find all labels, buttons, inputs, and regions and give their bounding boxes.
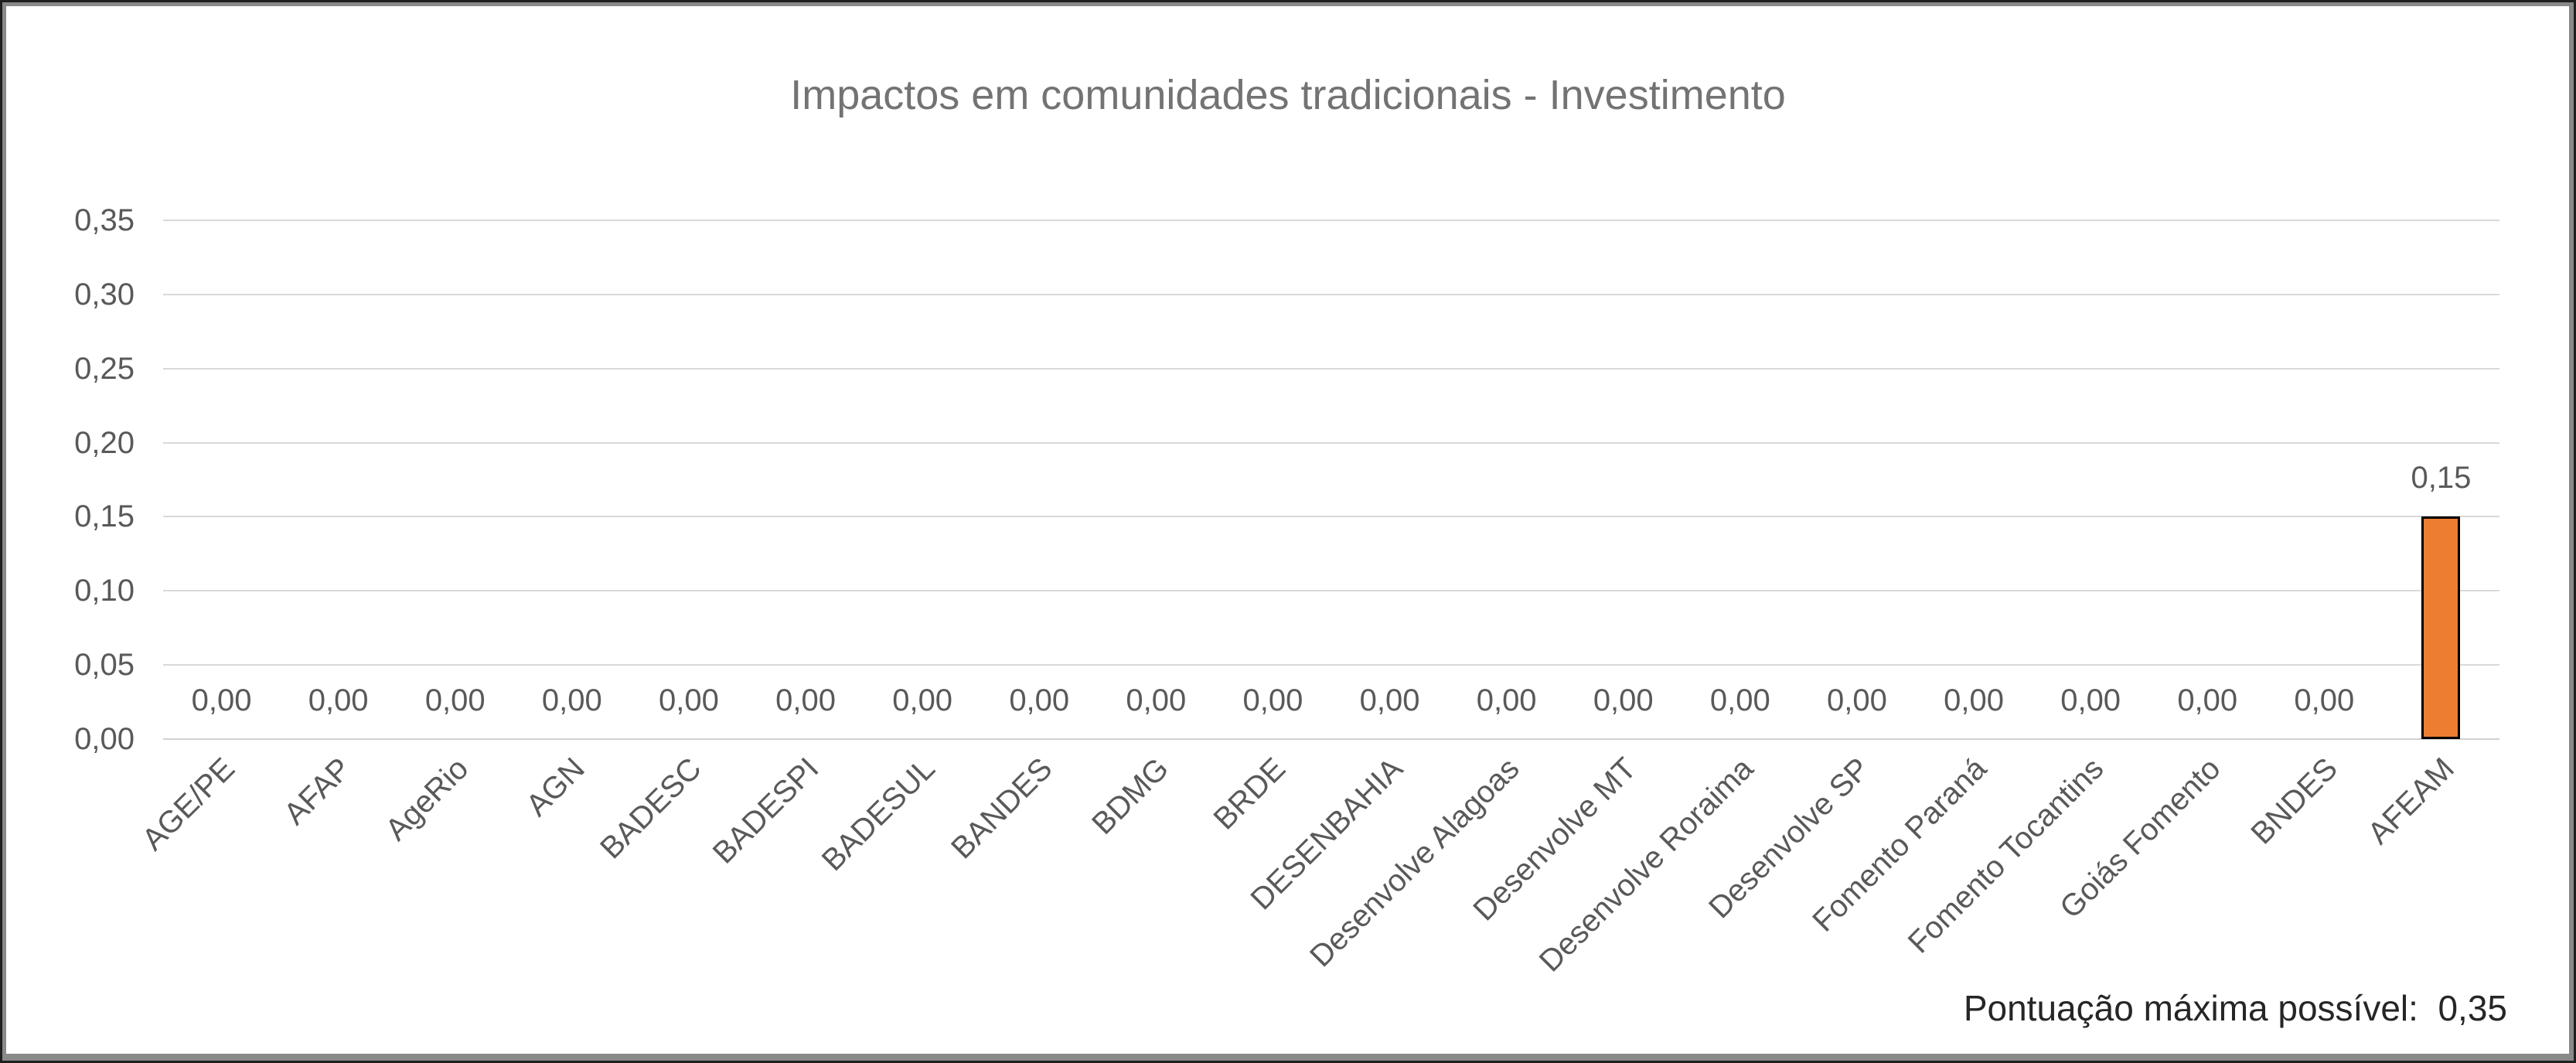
x-axis-label: Desenvolve Roraima (1532, 751, 1760, 979)
y-axis-tick-label: 0,00 (74, 722, 135, 756)
data-label: 0,00 (541, 683, 602, 717)
gridline (163, 664, 2499, 666)
data-label: 0,00 (1009, 683, 1070, 717)
max-score-annotation: Pontuação máxima possível: 0,35 (1963, 988, 2507, 1028)
gridline (163, 367, 2499, 370)
x-axis-label: AGN (520, 751, 591, 823)
x-axis-label: BADESC (594, 751, 709, 866)
y-axis-tick-label: 0,15 (74, 499, 135, 534)
chart-title: Impactos em comunidades tradicionais - I… (790, 72, 1786, 118)
x-axis-label: AFEAM (2361, 751, 2461, 851)
x-axis-label: AGE/PE (135, 751, 241, 857)
data-label: 0,00 (1593, 683, 1654, 717)
data-label: 0,00 (2294, 683, 2355, 717)
y-axis-tick-label: 0,10 (74, 574, 135, 608)
data-label: 0,15 (2411, 461, 2472, 496)
data-label: 0,00 (775, 683, 836, 717)
y-axis-tick-label: 0,05 (74, 648, 135, 683)
data-label: 0,00 (2177, 683, 2238, 717)
bar-afeam (2421, 516, 2461, 739)
data-label: 0,00 (892, 683, 953, 717)
data-label: 0,00 (2060, 683, 2121, 717)
x-axis-label: AgeRio (378, 751, 475, 847)
data-label: 0,00 (424, 683, 486, 717)
y-axis-tick-label: 0,25 (74, 351, 135, 386)
y-axis-tick-label: 0,35 (74, 203, 135, 237)
data-label: 0,00 (1709, 683, 1770, 717)
x-axis-line (163, 738, 2499, 740)
y-axis-tick-label: 0,30 (74, 277, 135, 312)
data-label: 0,00 (1827, 683, 1887, 717)
gridline (163, 220, 2499, 221)
gridline (163, 441, 2499, 444)
x-axis-label: BDMG (1085, 751, 1176, 841)
data-label: 0,00 (1944, 683, 2004, 717)
data-label: 0,00 (191, 683, 252, 717)
data-label: 0,00 (659, 683, 719, 717)
data-label: 0,00 (1242, 683, 1303, 717)
x-axis-label: BRDE (1207, 751, 1293, 836)
gridline (163, 590, 2499, 592)
x-axis-label: BADESPI (706, 751, 826, 871)
x-axis-label: BNDES (2244, 751, 2344, 851)
gridline (163, 293, 2499, 295)
data-label: 0,00 (1359, 683, 1420, 717)
gridline (163, 516, 2499, 518)
y-axis-tick-label: 0,20 (74, 425, 135, 460)
x-axis-label: BANDES (944, 751, 1059, 866)
x-axis-label: Desenvolve Alagoas (1303, 751, 1526, 974)
data-label: 0,00 (1476, 683, 1537, 717)
data-label: 0,00 (308, 683, 369, 717)
data-label: 0,00 (1126, 683, 1187, 717)
x-axis-label: Fomento Tocantins (1901, 751, 2111, 960)
x-axis-label: AFAP (278, 751, 358, 832)
x-axis-label: BADESUL (816, 751, 942, 878)
plot-area (163, 220, 2499, 740)
